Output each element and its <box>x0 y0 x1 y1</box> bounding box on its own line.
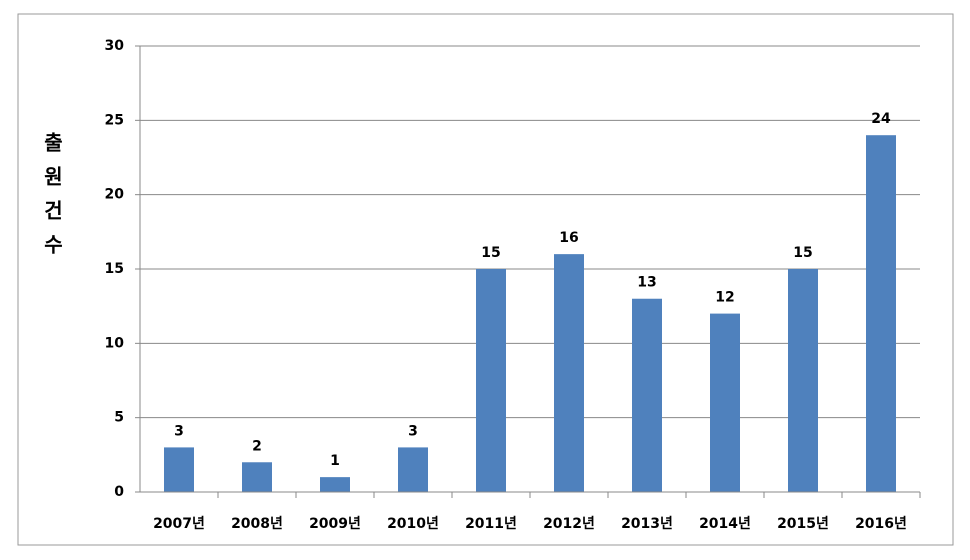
x-tick-label: 2011년 <box>465 516 517 532</box>
bar <box>320 477 350 492</box>
value-label: 1 <box>330 453 340 469</box>
x-tick-label: 2016년 <box>855 516 907 532</box>
value-label: 13 <box>637 275 656 291</box>
x-tick-label: 2007년 <box>153 516 205 532</box>
y-tick-label: 10 <box>105 335 125 351</box>
bar <box>164 447 194 492</box>
bar <box>866 135 896 492</box>
y-tick-label: 30 <box>105 38 125 54</box>
y-axis-label: 출원건수 <box>40 132 64 268</box>
bar <box>710 313 740 492</box>
y-tick-label: 15 <box>105 261 124 277</box>
value-label: 24 <box>871 111 891 127</box>
value-label: 12 <box>715 290 734 306</box>
chart-frame <box>17 13 954 546</box>
x-tick-label: 2013년 <box>621 516 673 532</box>
y-tick-label: 20 <box>105 187 125 203</box>
value-label: 15 <box>793 245 812 261</box>
bar <box>242 462 272 492</box>
value-label: 3 <box>408 423 418 439</box>
x-tick-label: 2014년 <box>699 516 751 532</box>
bar <box>788 269 818 492</box>
y-tick-label: 5 <box>114 410 124 426</box>
x-tick-label: 2015년 <box>777 516 829 532</box>
value-label: 16 <box>559 230 578 246</box>
bar <box>554 254 584 492</box>
y-tick-label: 0 <box>114 484 124 500</box>
y-tick-label: 25 <box>105 112 124 128</box>
x-tick-label: 2012년 <box>543 516 595 532</box>
bar <box>476 269 506 492</box>
x-tick-label: 2008년 <box>231 516 283 532</box>
x-tick-label: 2010년 <box>387 516 439 532</box>
value-label: 3 <box>174 423 184 439</box>
bar <box>398 447 428 492</box>
value-label: 2 <box>252 438 262 454</box>
value-label: 15 <box>481 245 500 261</box>
bar <box>632 298 662 492</box>
x-tick-label: 2009년 <box>309 516 361 532</box>
